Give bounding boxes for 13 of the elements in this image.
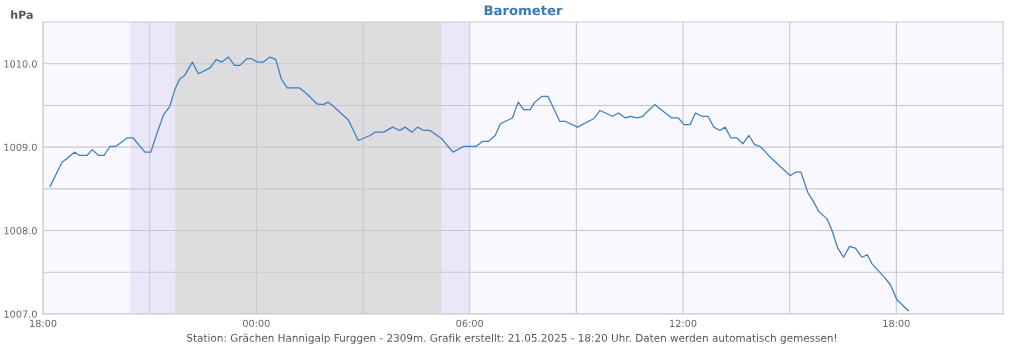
x-tick-label: 06:00 (456, 319, 484, 328)
y-tick-label: 1008.0 (4, 227, 37, 235)
x-tick-label: 00:00 (242, 319, 270, 328)
y-tick-label: 1009.0 (4, 143, 37, 151)
text: Station: Grächen Hannigalp Furggen - 2309m. Grafik erstellt: 21.05.2025 - 18:20 Uhr. Daten werden automatisch gemessen! (187, 333, 837, 344)
chart-title: Barometer (484, 5, 563, 16)
y-axis-title: hPa (11, 10, 33, 19)
y-tick-label: 1010.0 (4, 60, 37, 68)
line-series (49, 56, 909, 312)
x-tick-label: 12:00 (670, 319, 697, 328)
x-tick-label: 18:00 (30, 319, 57, 328)
y-tick-label: 1007.0 (4, 310, 37, 318)
x-tick-label: 18:00 (883, 319, 910, 328)
